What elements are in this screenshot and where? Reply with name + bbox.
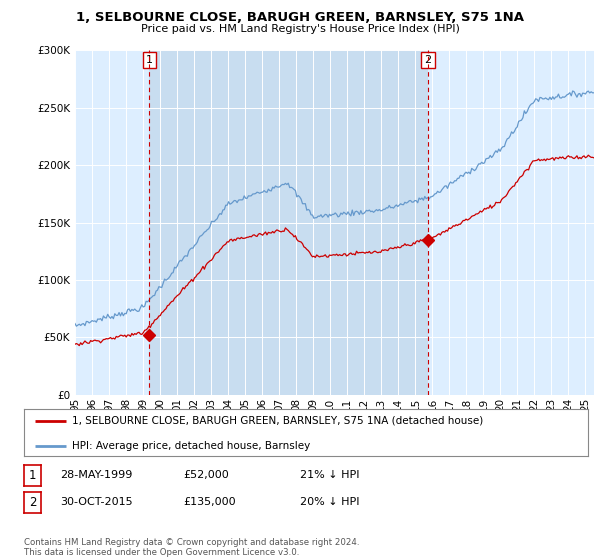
Text: 1: 1	[146, 55, 153, 65]
Text: £135,000: £135,000	[183, 497, 236, 507]
Text: 21% ↓ HPI: 21% ↓ HPI	[300, 470, 359, 480]
Text: 1: 1	[29, 469, 36, 482]
Text: Contains HM Land Registry data © Crown copyright and database right 2024.
This d: Contains HM Land Registry data © Crown c…	[24, 538, 359, 557]
Text: 2: 2	[425, 55, 431, 65]
Bar	[149, 50, 428, 395]
Text: 28-MAY-1999: 28-MAY-1999	[60, 470, 133, 480]
Text: £52,000: £52,000	[183, 470, 229, 480]
Text: 2: 2	[29, 496, 36, 509]
Text: Price paid vs. HM Land Registry's House Price Index (HPI): Price paid vs. HM Land Registry's House …	[140, 24, 460, 34]
Text: HPI: Average price, detached house, Barnsley: HPI: Average price, detached house, Barn…	[72, 441, 310, 451]
Text: 20% ↓ HPI: 20% ↓ HPI	[300, 497, 359, 507]
Text: 1, SELBOURNE CLOSE, BARUGH GREEN, BARNSLEY, S75 1NA: 1, SELBOURNE CLOSE, BARUGH GREEN, BARNSL…	[76, 11, 524, 24]
Text: 1, SELBOURNE CLOSE, BARUGH GREEN, BARNSLEY, S75 1NA (detached house): 1, SELBOURNE CLOSE, BARUGH GREEN, BARNSL…	[72, 416, 483, 426]
Text: 30-OCT-2015: 30-OCT-2015	[60, 497, 133, 507]
